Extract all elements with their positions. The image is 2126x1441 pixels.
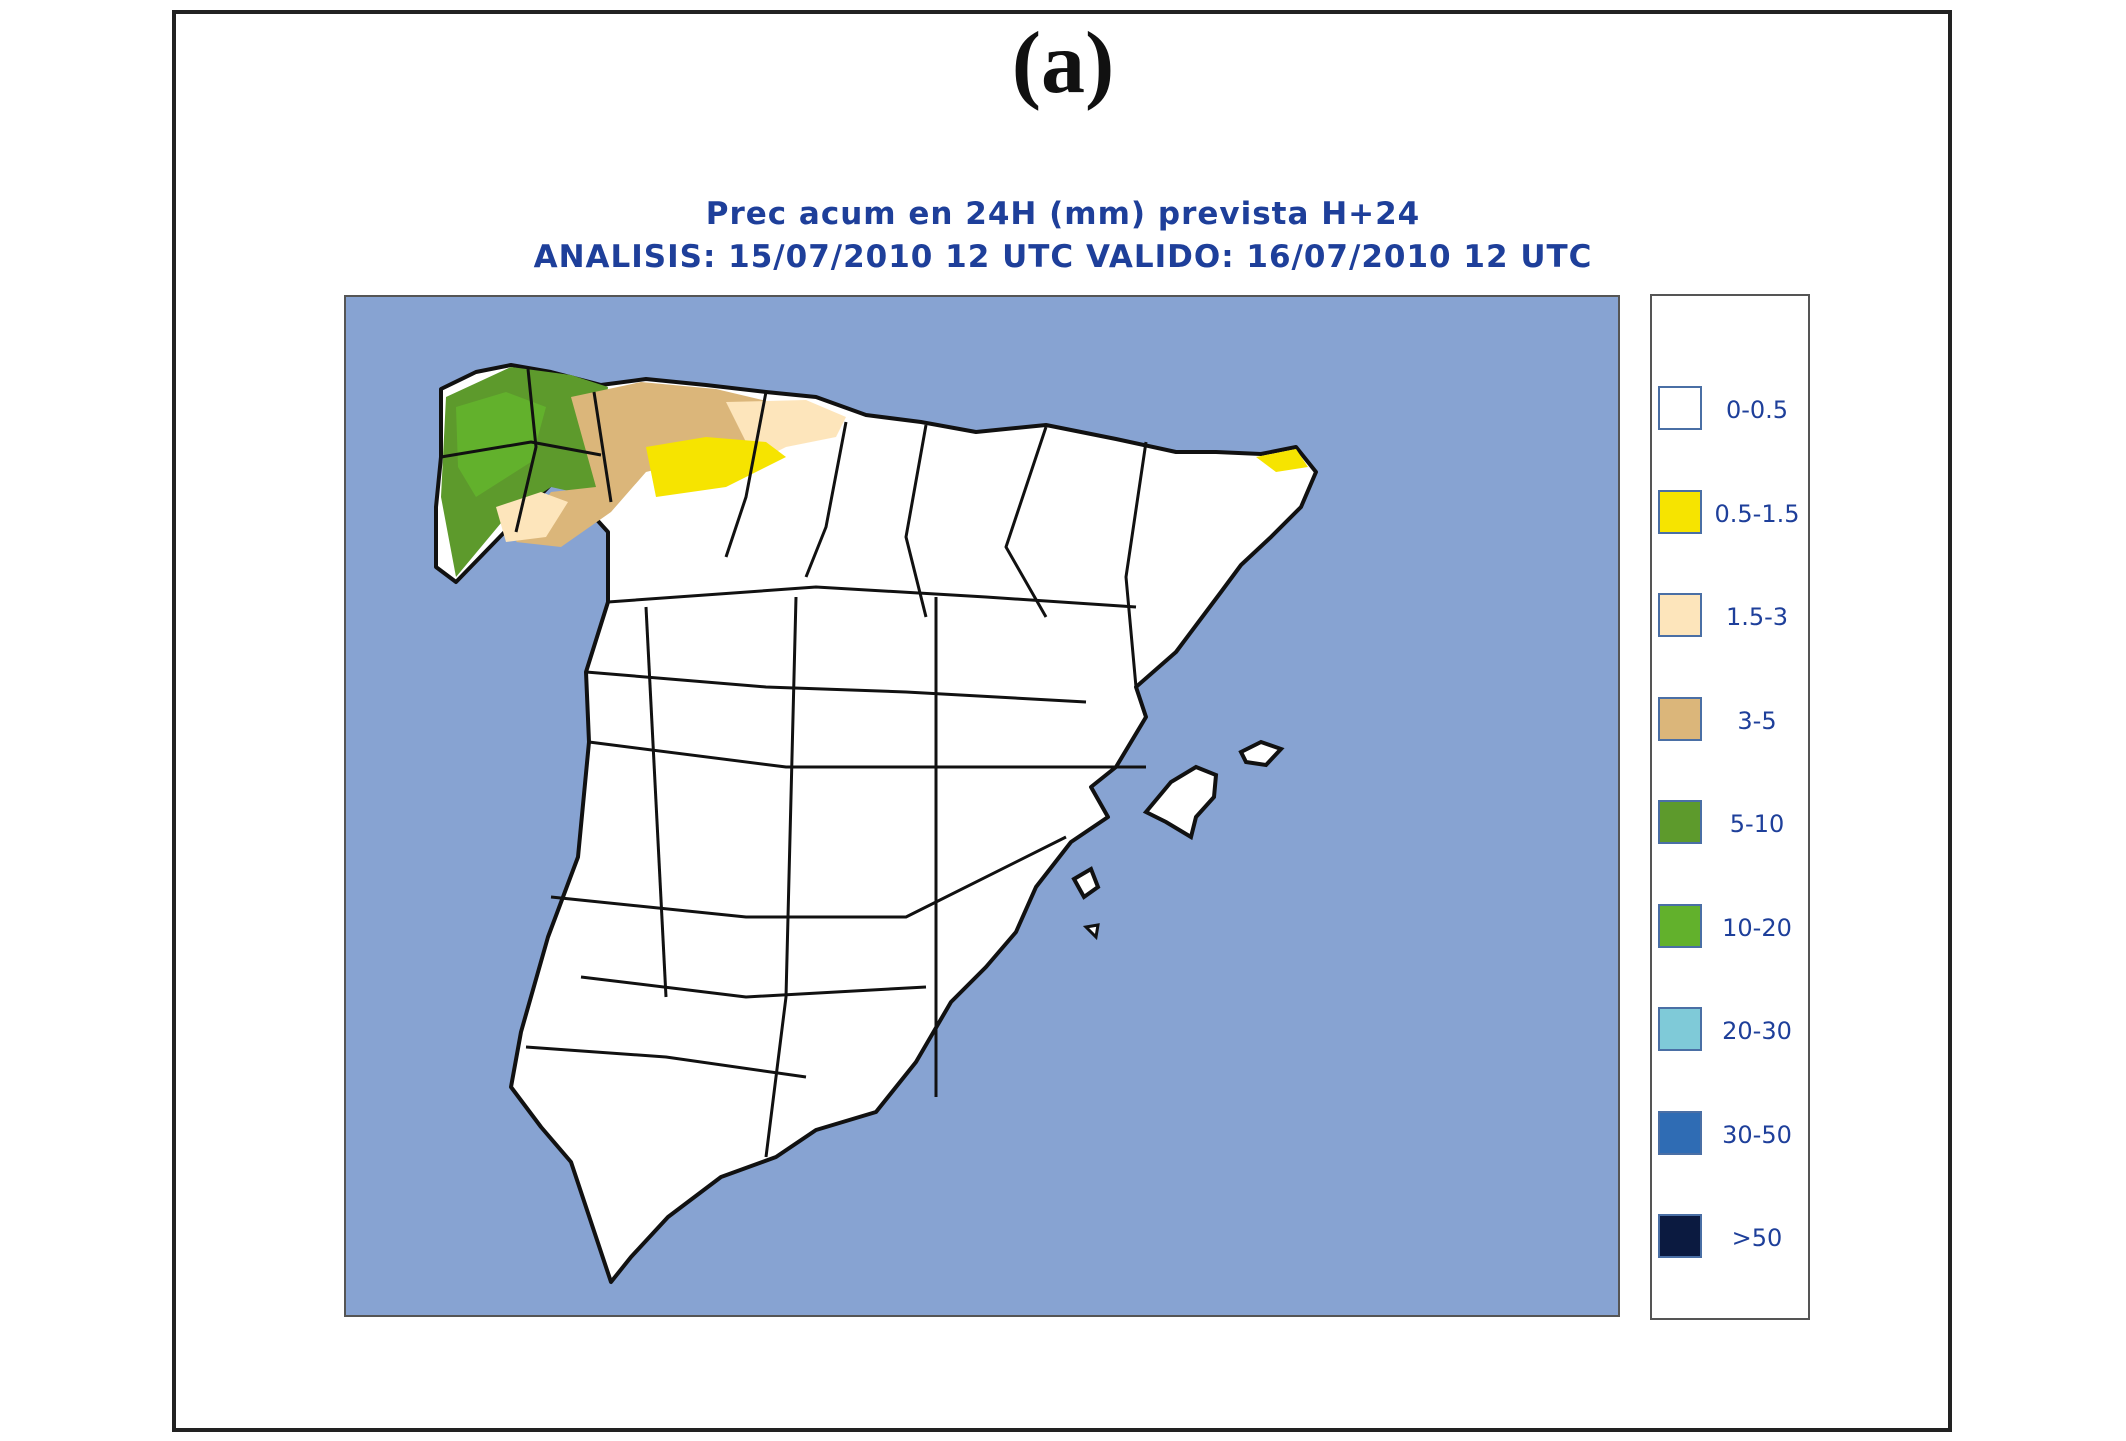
legend-item: 20-30 <box>1652 1007 1812 1057</box>
legend-item: 30-50 <box>1652 1110 1812 1161</box>
legend-swatch <box>1658 1110 1702 1155</box>
legend-swatch <box>1658 1007 1702 1051</box>
formentera-island <box>1082 923 1100 941</box>
legend-label: 3-5 <box>1737 706 1777 735</box>
map-panel <box>344 295 1620 1317</box>
figure-frame <box>172 10 1952 1432</box>
mallorca-island <box>1142 764 1219 841</box>
legend-label: 10-20 <box>1722 913 1792 942</box>
legend-item: 0-0.5 <box>1652 386 1812 436</box>
map-title: Prec acum en 24H (mm) prevista H+24 <box>705 196 1421 232</box>
legend-swatch <box>1658 696 1702 741</box>
precip-1.5-3-galicia-south <box>496 492 568 542</box>
legend-label: >50 <box>1731 1224 1783 1252</box>
map-legend: 0-0.5 0.5-1.5 1.5-3 3-5 5-10 10-20 20-30 30-50 >… <box>1650 294 1810 1320</box>
menorca-island <box>1238 739 1285 768</box>
legend-label: 0.5-1.5 <box>1714 499 1800 528</box>
legend-swatch <box>1658 489 1702 534</box>
spain-landmass <box>434 363 1318 1284</box>
province-borders <box>440 368 1148 1158</box>
legend-swatch <box>1658 386 1702 430</box>
legend-label: 1.5-3 <box>1725 603 1789 631</box>
legend-label: 0-0.5 <box>1725 396 1789 424</box>
legend-item: 3-5 <box>1652 696 1812 747</box>
legend-item: 5-10 <box>1652 800 1812 850</box>
legend-item: 1.5-3 <box>1652 593 1812 643</box>
legend-swatch <box>1658 903 1702 948</box>
legend-swatch <box>1658 800 1702 844</box>
precip-0.5-1.5-pyrenees <box>1256 449 1308 472</box>
legend-label: 5-10 <box>1729 810 1785 838</box>
precip-10-20-galicia <box>456 392 546 497</box>
map-subtitle: ANALISIS: 15/07/2010 12 UTC VALIDO: 16/0… <box>533 239 1593 275</box>
legend-item: 10-20 <box>1652 903 1812 954</box>
panel-label: (a) <box>1011 15 1115 112</box>
legend-item: 0.5-1.5 <box>1652 489 1812 540</box>
precip-0.5-1.5-north <box>646 437 786 497</box>
ibiza-island <box>1071 866 1101 900</box>
legend-label: 20-30 <box>1722 1017 1792 1045</box>
legend-swatch <box>1658 593 1702 637</box>
legend-swatch <box>1658 1214 1702 1258</box>
legend-item: >50 <box>1652 1214 1812 1264</box>
legend-label: 30-50 <box>1722 1120 1792 1149</box>
precip-3-5-asturias <box>516 382 771 547</box>
precipitation-map <box>346 297 1618 1315</box>
